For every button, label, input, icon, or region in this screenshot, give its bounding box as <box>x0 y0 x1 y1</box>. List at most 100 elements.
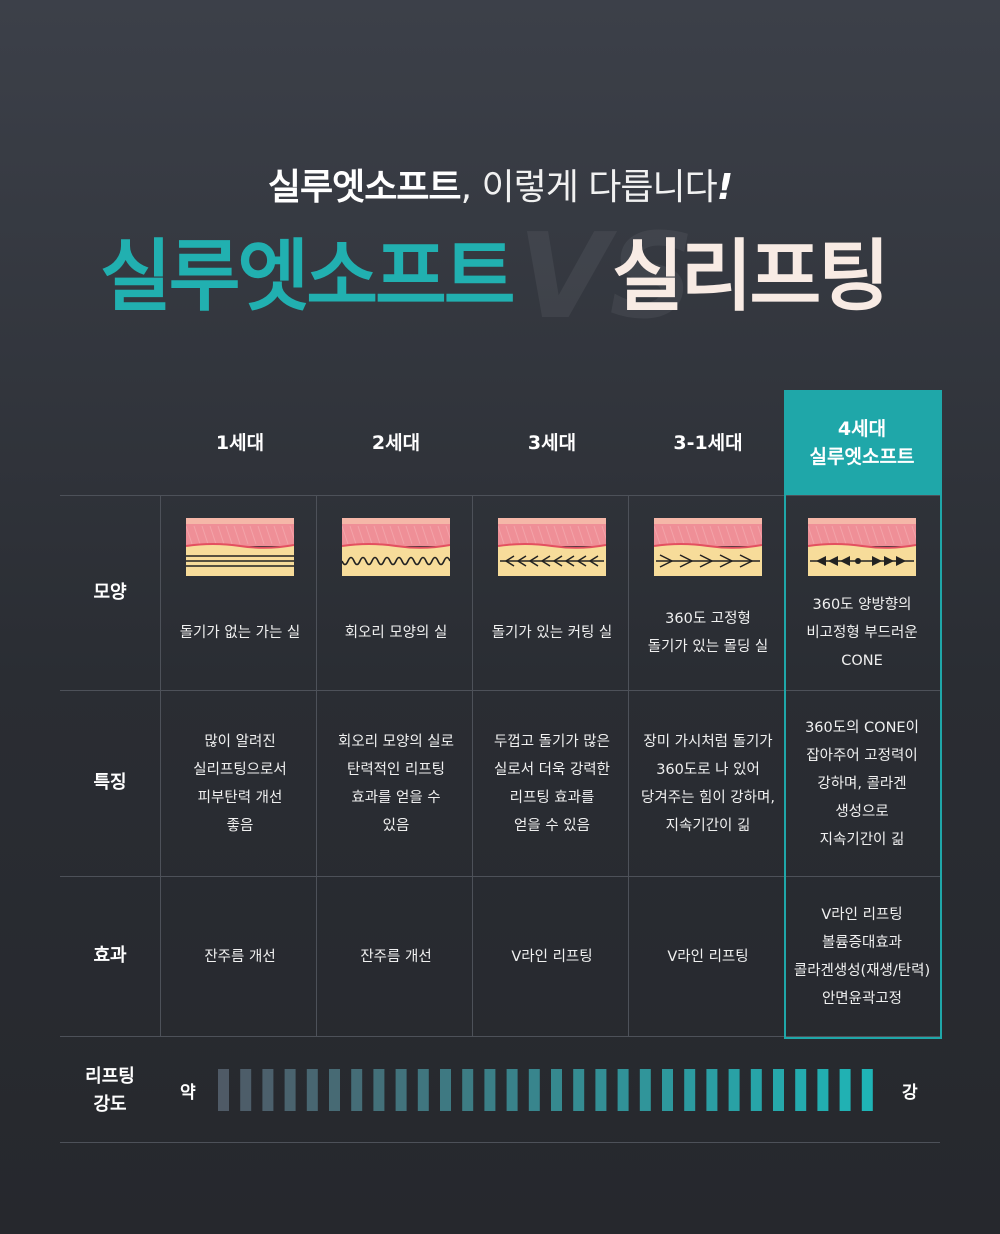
table-cell-feature: 두껍고 돌기가 많은 실로서 더욱 강력한 리프팅 효과를 얻을 수 있음 <box>474 691 630 876</box>
intensity-segment <box>528 1069 540 1111</box>
barbed-thread-icon <box>498 496 606 576</box>
cell-text-line: 볼륨증대효과 <box>821 934 903 951</box>
column-header-gen1: 1세대 <box>162 390 318 495</box>
cell-text-line: 장미 가시처럼 돌기가 <box>643 733 773 750</box>
cell-text-line: 생성으로 <box>835 803 889 820</box>
intensity-segment <box>750 1069 762 1111</box>
cell-text-line: 안면윤곽고정 <box>821 990 903 1007</box>
cell-text-line: 있음 <box>382 817 410 834</box>
intensity-segment <box>417 1069 429 1111</box>
table-cell-feature: 360도의 CONE이 잡아주어 고정력이 강하며, 콜라겐 생성으로 지속기간이 긺 <box>786 691 938 876</box>
row-label-feature: 특징 <box>93 772 127 793</box>
hero-title-left: 실루엣소프트 <box>100 232 516 322</box>
intensity-segment <box>284 1069 296 1111</box>
intensity-segment <box>440 1069 451 1111</box>
table-cell-feature: 회오리 모양의 실로 탄력적인 리프팅 효과를 얻을 수 있음 <box>318 691 474 876</box>
intensity-segment <box>617 1069 629 1111</box>
column-header-gen2: 2세대 <box>318 390 474 495</box>
column-title: 3세대 <box>527 431 577 454</box>
intensity-segment <box>373 1069 385 1111</box>
row-label-shape: 모양 <box>93 581 127 603</box>
cell-text: 돌기가 있는 커팅 실 <box>492 576 613 690</box>
intensity-segment <box>839 1069 851 1111</box>
column-divider <box>472 495 473 1036</box>
cone-thread-icon <box>808 496 916 576</box>
intensity-strong-label: 강 <box>902 1083 918 1103</box>
table-cell-effect: 잔주름 개선 <box>318 877 474 1036</box>
cell-text-line: 360도의 CONE이 <box>805 719 919 736</box>
intensity-label: 리프팅 강도 <box>60 1060 160 1122</box>
cell-text-line: 비고정형 부드러운 <box>806 625 918 641</box>
column-divider <box>160 495 161 1036</box>
intensity-segment <box>706 1069 718 1111</box>
table-cell-effect: V라인 리프팅 <box>630 877 786 1036</box>
column-divider <box>316 495 317 1036</box>
row-divider <box>60 690 940 691</box>
cell-text: 돌기가 없는 가는 실 <box>180 576 301 690</box>
subtitle-rest: , 이렇게 다릅니다 <box>460 167 718 208</box>
cell-text-line: 회오리 모양의 실 <box>344 625 448 641</box>
intensity-segment <box>351 1069 363 1111</box>
column-title: 1세대 <box>215 431 265 454</box>
cell-text-line: 실리프팅으로서 <box>193 761 287 778</box>
table-cell-effect: V라인 리프팅 <box>474 877 630 1036</box>
intensity-segment <box>306 1069 318 1111</box>
intensity-segment <box>484 1069 496 1111</box>
cell-text-line: CONE <box>841 653 883 669</box>
table-cell-feature: 많이 알려진 실리프팅으로서 피부탄력 개선 좋음 <box>162 691 318 876</box>
wavy-thread-icon <box>342 496 450 576</box>
column-subtitle: 실루엣소프트 <box>809 445 915 468</box>
intensity-label-line: 강도 <box>93 1094 127 1115</box>
cell-text-line: 실로서 더욱 강력한 <box>494 761 610 778</box>
cell-text-line: 두껍고 돌기가 많은 <box>494 733 610 750</box>
table-cell-effect: 잔주름 개선 <box>162 877 318 1036</box>
table-cell-shape: 돌기가 있는 커팅 실 <box>474 496 630 690</box>
column-title: 2세대 <box>371 431 421 454</box>
column-header-gen3: 3세대 <box>474 390 630 495</box>
cell-text-line: 360도 양방향의 <box>812 597 912 613</box>
intensity-segment <box>395 1069 407 1111</box>
intensity-segment <box>262 1069 274 1111</box>
cell-text-line: 많이 알려진 <box>204 733 276 750</box>
intensity-segment <box>218 1069 229 1111</box>
cell-text-line: 360도로 나 있어 <box>656 761 760 778</box>
cell-text-line: 피부탄력 개선 <box>197 789 283 806</box>
intensity-segment <box>329 1069 340 1111</box>
intensity-segment <box>240 1069 252 1111</box>
intensity-gauge <box>218 1069 873 1111</box>
column-header-gen3-1: 3-1세대 <box>630 390 786 495</box>
subtitle-brand: 실루엣소프트 <box>267 167 462 208</box>
intensity-weak-label: 약 <box>180 1083 196 1103</box>
cell-text-line: V라인 리프팅 <box>511 948 593 965</box>
column-divider <box>628 495 629 1036</box>
intensity-segment <box>639 1069 651 1111</box>
straight-thread-icon <box>186 496 294 576</box>
column-title: 3-1세대 <box>673 431 743 454</box>
cell-text-line: 콜라겐생성(재생/탄력) <box>793 962 931 979</box>
intensity-segment <box>861 1069 873 1111</box>
intensity-segment <box>506 1069 518 1111</box>
cell-text-line: 360도 고정형 <box>665 611 751 627</box>
table-cell-shape: 돌기가 없는 가는 실 <box>162 496 318 690</box>
subtitle: 실루엣소프트, 이렇게 다릅니다! <box>0 158 1000 210</box>
subtitle-exclamation: ! <box>716 167 733 208</box>
cell-text-line: 돌기가 있는 몰딩 실 <box>647 639 769 655</box>
cell-text-line: 잔주름 개선 <box>360 948 432 965</box>
intensity-segment <box>817 1069 829 1111</box>
intensity-segment <box>462 1069 474 1111</box>
hero-title-right: 실리프팅 <box>612 232 890 322</box>
cell-text-line: V라인 리프팅 <box>821 906 903 923</box>
cell-text-line: 지속기간이 긺 <box>665 817 751 834</box>
column-title: 4세대 <box>837 417 887 440</box>
cell-text-line: 지속기간이 긺 <box>819 831 905 848</box>
row-divider <box>60 495 940 496</box>
table-cell-shape: 회오리 모양의 실 <box>318 496 474 690</box>
cell-text-line: 얻을 수 있음 <box>514 817 590 834</box>
cell-text-line: 잡아주어 고정력이 <box>806 747 918 764</box>
vs-watermark: VS <box>518 207 695 345</box>
intensity-segment <box>551 1069 562 1111</box>
